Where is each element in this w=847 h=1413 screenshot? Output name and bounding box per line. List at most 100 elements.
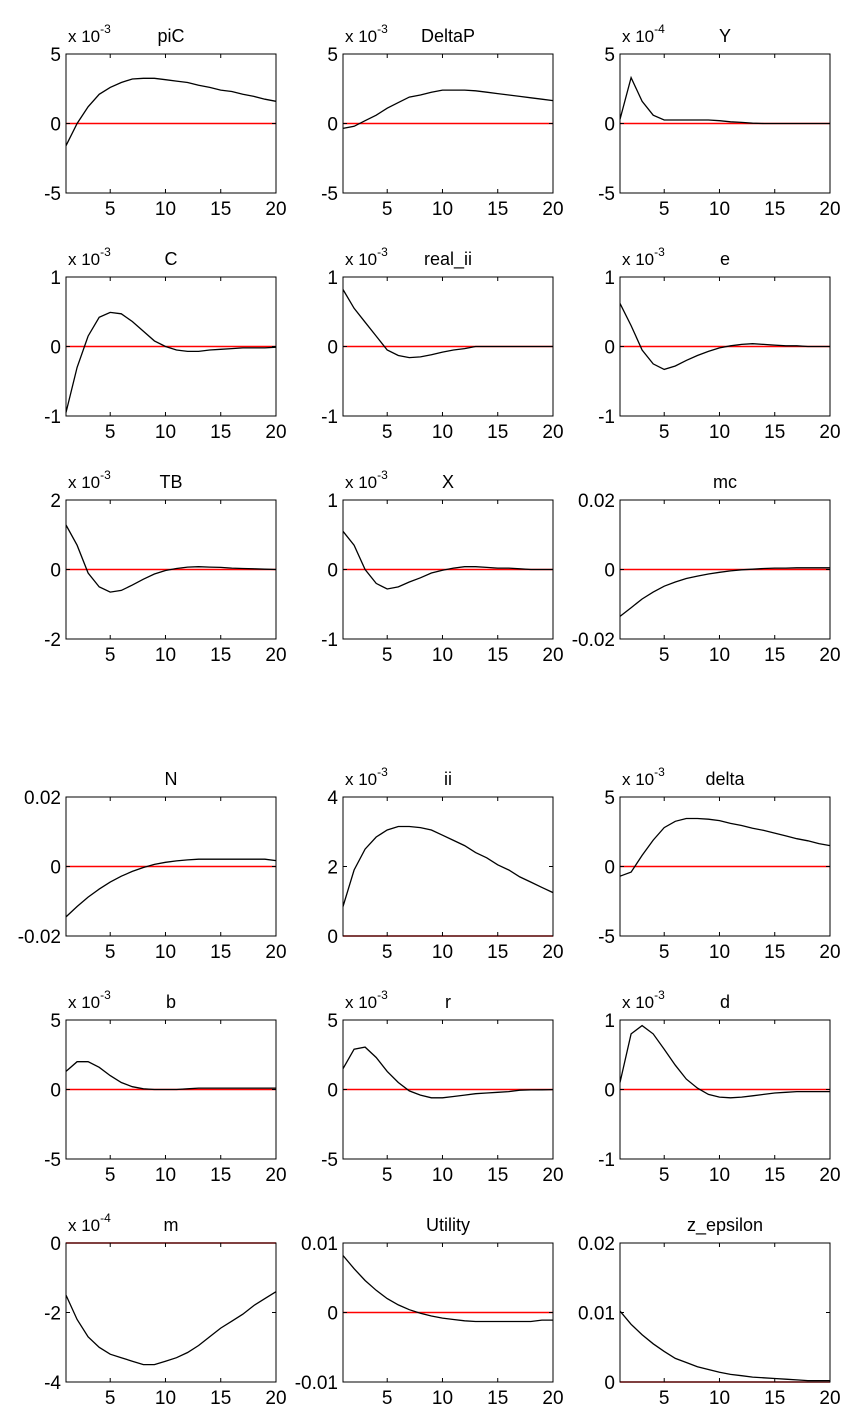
subplot-title: C [165,249,178,269]
x-tick-label: 5 [382,199,393,220]
axis-exponent-label: x 10-3 [345,245,388,269]
subplot-r: r x 10-3 -5 0 5 5 10 15 20 [321,988,563,1186]
axis-exponent-label: x 10-3 [68,988,111,1012]
y-tick-label: -5 [321,1150,338,1171]
x-tick-label: 5 [382,1388,393,1409]
y-tick-label: -1 [321,630,338,651]
x-tick-label: 15 [210,1165,231,1186]
y-tick-label: 5 [327,1011,338,1032]
y-tick-label: -5 [321,184,338,205]
y-tick-label: -0.01 [295,1373,338,1394]
x-tick-label: 10 [709,942,730,963]
y-tick-label: 0 [327,115,338,136]
y-tick-label: 0 [327,1304,338,1325]
series-line [342,825,554,907]
axis-exponent-power: -3 [377,468,388,482]
series-line [619,303,830,371]
y-tick-label: -4 [44,1373,61,1394]
subplot-title: N [165,769,178,789]
axis-exponent-power: -3 [377,22,388,36]
x-tick-label: 15 [487,942,508,963]
axes-box [619,1242,831,1383]
axis-exponent-power: -3 [654,245,665,259]
subplot-title: e [720,249,730,269]
x-tick-label: 15 [210,1388,231,1409]
x-tick-label: 20 [819,942,840,963]
y-tick-label: 5 [604,788,615,809]
x-tick-label: 20 [819,1165,840,1186]
y-tick-label: 0 [604,115,615,136]
subplot-title: d [720,992,730,1012]
axis-exponent-power: -3 [654,765,665,779]
x-tick-label: 20 [819,1388,840,1409]
y-tick-label: 0.02 [578,491,615,512]
series-line [619,1024,830,1099]
x-tick-label: 10 [432,942,453,963]
y-tick-label: 4 [327,788,338,809]
series-line [619,567,830,617]
y-tick-label: -2 [44,630,61,651]
x-tick-label: 15 [764,942,785,963]
x-tick-label: 20 [542,422,563,443]
axis-exponent-label: x 10-3 [68,22,111,46]
y-tick-label: 5 [50,45,61,66]
subplot-z-epsilon: z_epsilon 0 0.01 0.02 5 10 15 20 [578,1215,841,1409]
axis-exponent-label: x 10-3 [68,245,111,269]
y-tick-label: 0 [50,1081,61,1102]
y-tick-label: 5 [327,45,338,66]
subplot-title: Utility [426,1215,470,1235]
axis-exponent-label: x 10-3 [345,988,388,1012]
y-tick-label: 0 [604,1373,615,1394]
subplot-title: r [445,992,451,1012]
subplot-title: real_ii [424,249,472,270]
x-tick-label: 10 [709,199,730,220]
x-tick-label: 10 [155,942,176,963]
subplot-utility: Utility -0.01 0 0.01 5 10 15 20 [295,1215,564,1409]
x-tick-label: 10 [155,1388,176,1409]
x-tick-label: 5 [659,1388,670,1409]
subplot-b: b x 10-3 -5 0 5 5 10 15 20 [44,988,286,1186]
x-tick-label: 20 [265,1388,286,1409]
y-tick-label: 1 [50,268,61,289]
y-tick-label: 0 [50,115,61,136]
subplot-title: m [164,1215,179,1235]
y-tick-label: -5 [598,927,615,948]
x-tick-label: 10 [155,199,176,220]
subplot-title: z_epsilon [687,1215,763,1236]
y-tick-label: 0 [50,561,61,582]
y-tick-label: 0 [604,561,615,582]
x-tick-label: 20 [542,199,563,220]
subplot-pic: piC x 10-3 -5 0 5 5 10 15 20 [44,22,286,220]
axis-exponent-power: -3 [100,22,111,36]
y-tick-label: -2 [44,1304,61,1325]
axis-exponent-label: x 10-3 [622,245,665,269]
subplot-title: ii [444,769,452,789]
x-tick-label: 5 [105,1165,116,1186]
axis-exponent-power: -3 [377,988,388,1002]
x-tick-label: 20 [265,645,286,666]
x-tick-label: 10 [709,422,730,443]
subplot-title: b [166,992,176,1012]
x-tick-label: 10 [155,1165,176,1186]
axis-exponent-power: -3 [100,245,111,259]
x-tick-label: 5 [105,199,116,220]
y-tick-label: 0.01 [578,1304,615,1325]
x-tick-label: 5 [659,942,670,963]
x-tick-label: 10 [432,645,453,666]
subplot-title: X [442,472,454,492]
axis-exponent-power: -3 [100,988,111,1002]
series-line [619,1310,830,1382]
y-tick-label: 2 [50,491,61,512]
x-tick-label: 15 [764,199,785,220]
subplot-title: Y [719,26,731,46]
x-tick-label: 20 [819,199,840,220]
axis-exponent-label: x 10-3 [622,765,665,789]
subplot-ii: ii x 10-3 0 2 4 5 10 15 20 [327,765,563,963]
x-tick-label: 5 [659,1165,670,1186]
x-tick-label: 20 [265,942,286,963]
